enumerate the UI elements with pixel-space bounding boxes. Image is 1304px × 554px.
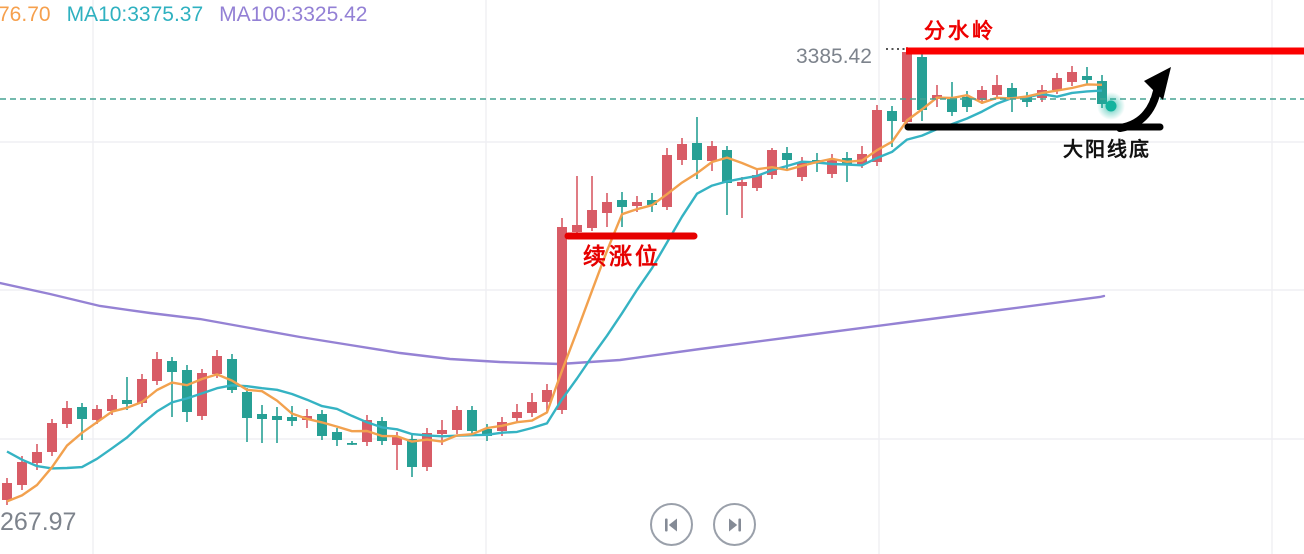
ma5-line (6, 83, 1103, 503)
candle (122, 377, 132, 410)
candle (662, 148, 672, 210)
candle (767, 148, 777, 179)
candle (17, 456, 27, 490)
candle (452, 406, 462, 434)
candle (347, 441, 357, 445)
ma-legend: 76.70 MA10:3375.37 MA100:3325.42 (0, 4, 367, 25)
legend-ma10: MA10:3375.37 (66, 3, 204, 26)
candle (647, 193, 657, 212)
candle (752, 170, 762, 191)
skip-to-start-button[interactable] (650, 503, 693, 546)
ma10-line (6, 89, 1103, 470)
legend-ma100: MA100:3325.42 (219, 3, 368, 26)
candle (527, 393, 537, 417)
candle (587, 176, 597, 231)
candle (257, 405, 267, 443)
annotation-continue-rise-label: 续涨位 (583, 244, 661, 269)
annotation-big-yang-bottom-label: 大阳线底 (1063, 139, 1151, 161)
candle (242, 388, 252, 442)
up-arrow (1116, 67, 1171, 132)
candle (827, 154, 837, 178)
candle (977, 86, 987, 104)
candle (377, 417, 387, 445)
candle (332, 428, 342, 446)
price-label-high: 3385.42 (796, 45, 872, 68)
price-label-low: 267.97 (0, 508, 77, 536)
candle (287, 406, 297, 426)
candle (317, 410, 327, 440)
candle (167, 357, 177, 417)
skip-to-end-button[interactable] (713, 503, 756, 546)
candle (707, 141, 717, 171)
candle (992, 75, 1002, 99)
candle (1022, 92, 1032, 107)
candle (182, 365, 192, 422)
candle (467, 406, 477, 436)
skip-to-start-icon (665, 518, 677, 531)
last-price-dot (1097, 92, 1125, 120)
candle (932, 85, 942, 107)
candle (272, 407, 282, 443)
candle (902, 47, 912, 126)
candle (512, 404, 522, 423)
candles-layer (2, 47, 1107, 505)
skip-to-end-icon (729, 518, 741, 531)
candle (47, 419, 57, 456)
ma100-line (0, 281, 1106, 366)
candle (542, 384, 552, 413)
candle (617, 192, 627, 227)
candle (677, 138, 687, 165)
candle (1082, 67, 1092, 84)
candle (842, 152, 852, 182)
candle (572, 176, 582, 236)
candle (737, 177, 747, 218)
candle (392, 432, 402, 470)
candle (692, 117, 702, 179)
candle (602, 193, 612, 227)
legend-ma5: 76.70 (0, 3, 51, 26)
candle (152, 352, 162, 385)
candle (557, 218, 567, 414)
candle (62, 401, 72, 428)
candle (1067, 66, 1077, 86)
annotation-watershed-label: 分水岭 (924, 19, 996, 43)
candle (872, 105, 882, 166)
